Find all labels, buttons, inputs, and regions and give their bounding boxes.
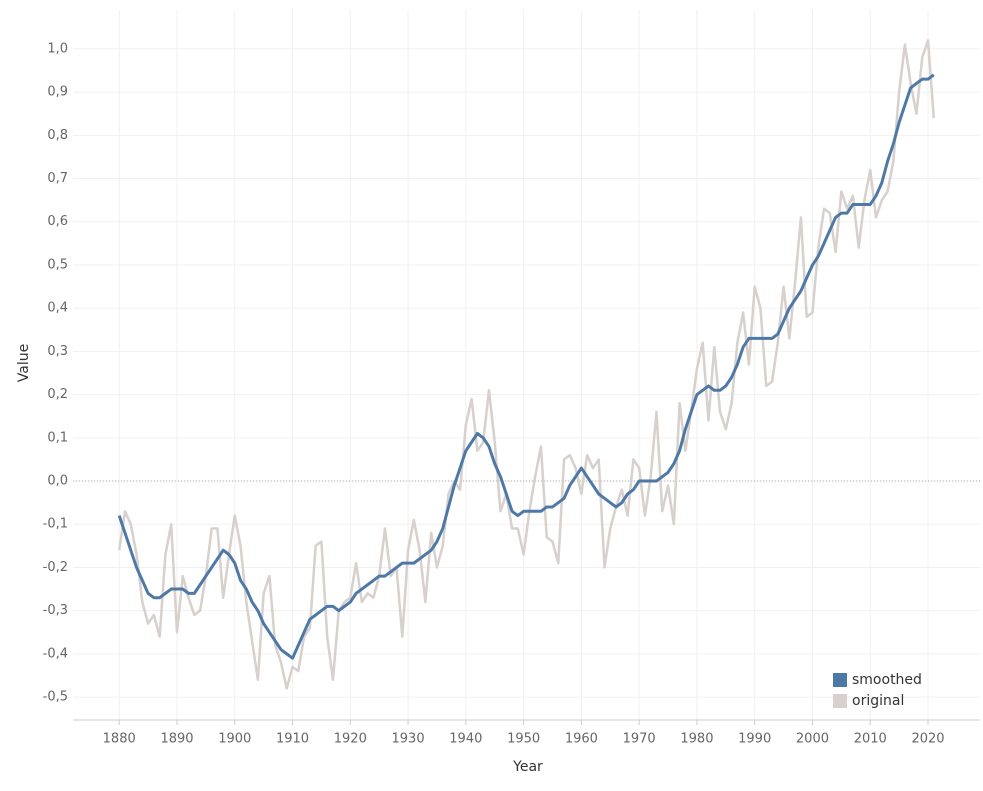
- y-tick-label: 0,3: [47, 344, 68, 359]
- legend-label: original: [852, 693, 904, 709]
- y-tick-label: 0,5: [47, 257, 68, 272]
- legend-swatch: [833, 673, 847, 687]
- y-axis-title: Value: [16, 344, 32, 382]
- y-tick-label: 0,9: [47, 85, 68, 100]
- y-tick-label: 0,6: [47, 214, 68, 229]
- y-tick-label: -0,3: [43, 603, 68, 618]
- y-tick-label: -0,2: [43, 560, 68, 575]
- x-tick-label: 1940: [449, 732, 482, 747]
- y-tick-label: 0,4: [47, 301, 68, 316]
- x-tick-label: 1890: [160, 732, 193, 747]
- y-tick-label: 0,8: [47, 128, 68, 143]
- x-tick-label: 1900: [218, 732, 251, 747]
- x-tick-label: 2010: [854, 732, 887, 747]
- x-tick-label: 1970: [623, 732, 656, 747]
- line-series: [117, 73, 935, 660]
- line-series: [117, 39, 936, 690]
- x-axis-title: Year: [512, 759, 543, 775]
- y-tick-label: 0,0: [47, 474, 68, 489]
- legend-swatch: [833, 694, 847, 708]
- x-tick-label: 1960: [565, 732, 598, 747]
- x-tick-label: 1980: [680, 732, 713, 747]
- x-tick-label: 2000: [796, 732, 829, 747]
- x-tick-label: 1920: [334, 732, 367, 747]
- x-tick-label: 1880: [103, 732, 136, 747]
- x-tick-label: 1910: [276, 732, 309, 747]
- legend-label: smoothed: [852, 672, 922, 688]
- y-tick-label: -0,1: [43, 517, 68, 532]
- y-tick-label: 1,0: [47, 41, 68, 56]
- x-tick-label: 1990: [738, 732, 771, 747]
- y-tick-label: 0,2: [47, 387, 68, 402]
- y-tick-label: -0,4: [43, 646, 68, 661]
- y-tick-label: -0,5: [43, 690, 68, 705]
- x-tick-label: 1930: [392, 732, 425, 747]
- y-tick-label: 0,7: [47, 171, 68, 186]
- x-tick-label: 1950: [507, 732, 540, 747]
- y-tick-label: 0,1: [47, 430, 68, 445]
- x-tick-label: 2020: [911, 732, 944, 747]
